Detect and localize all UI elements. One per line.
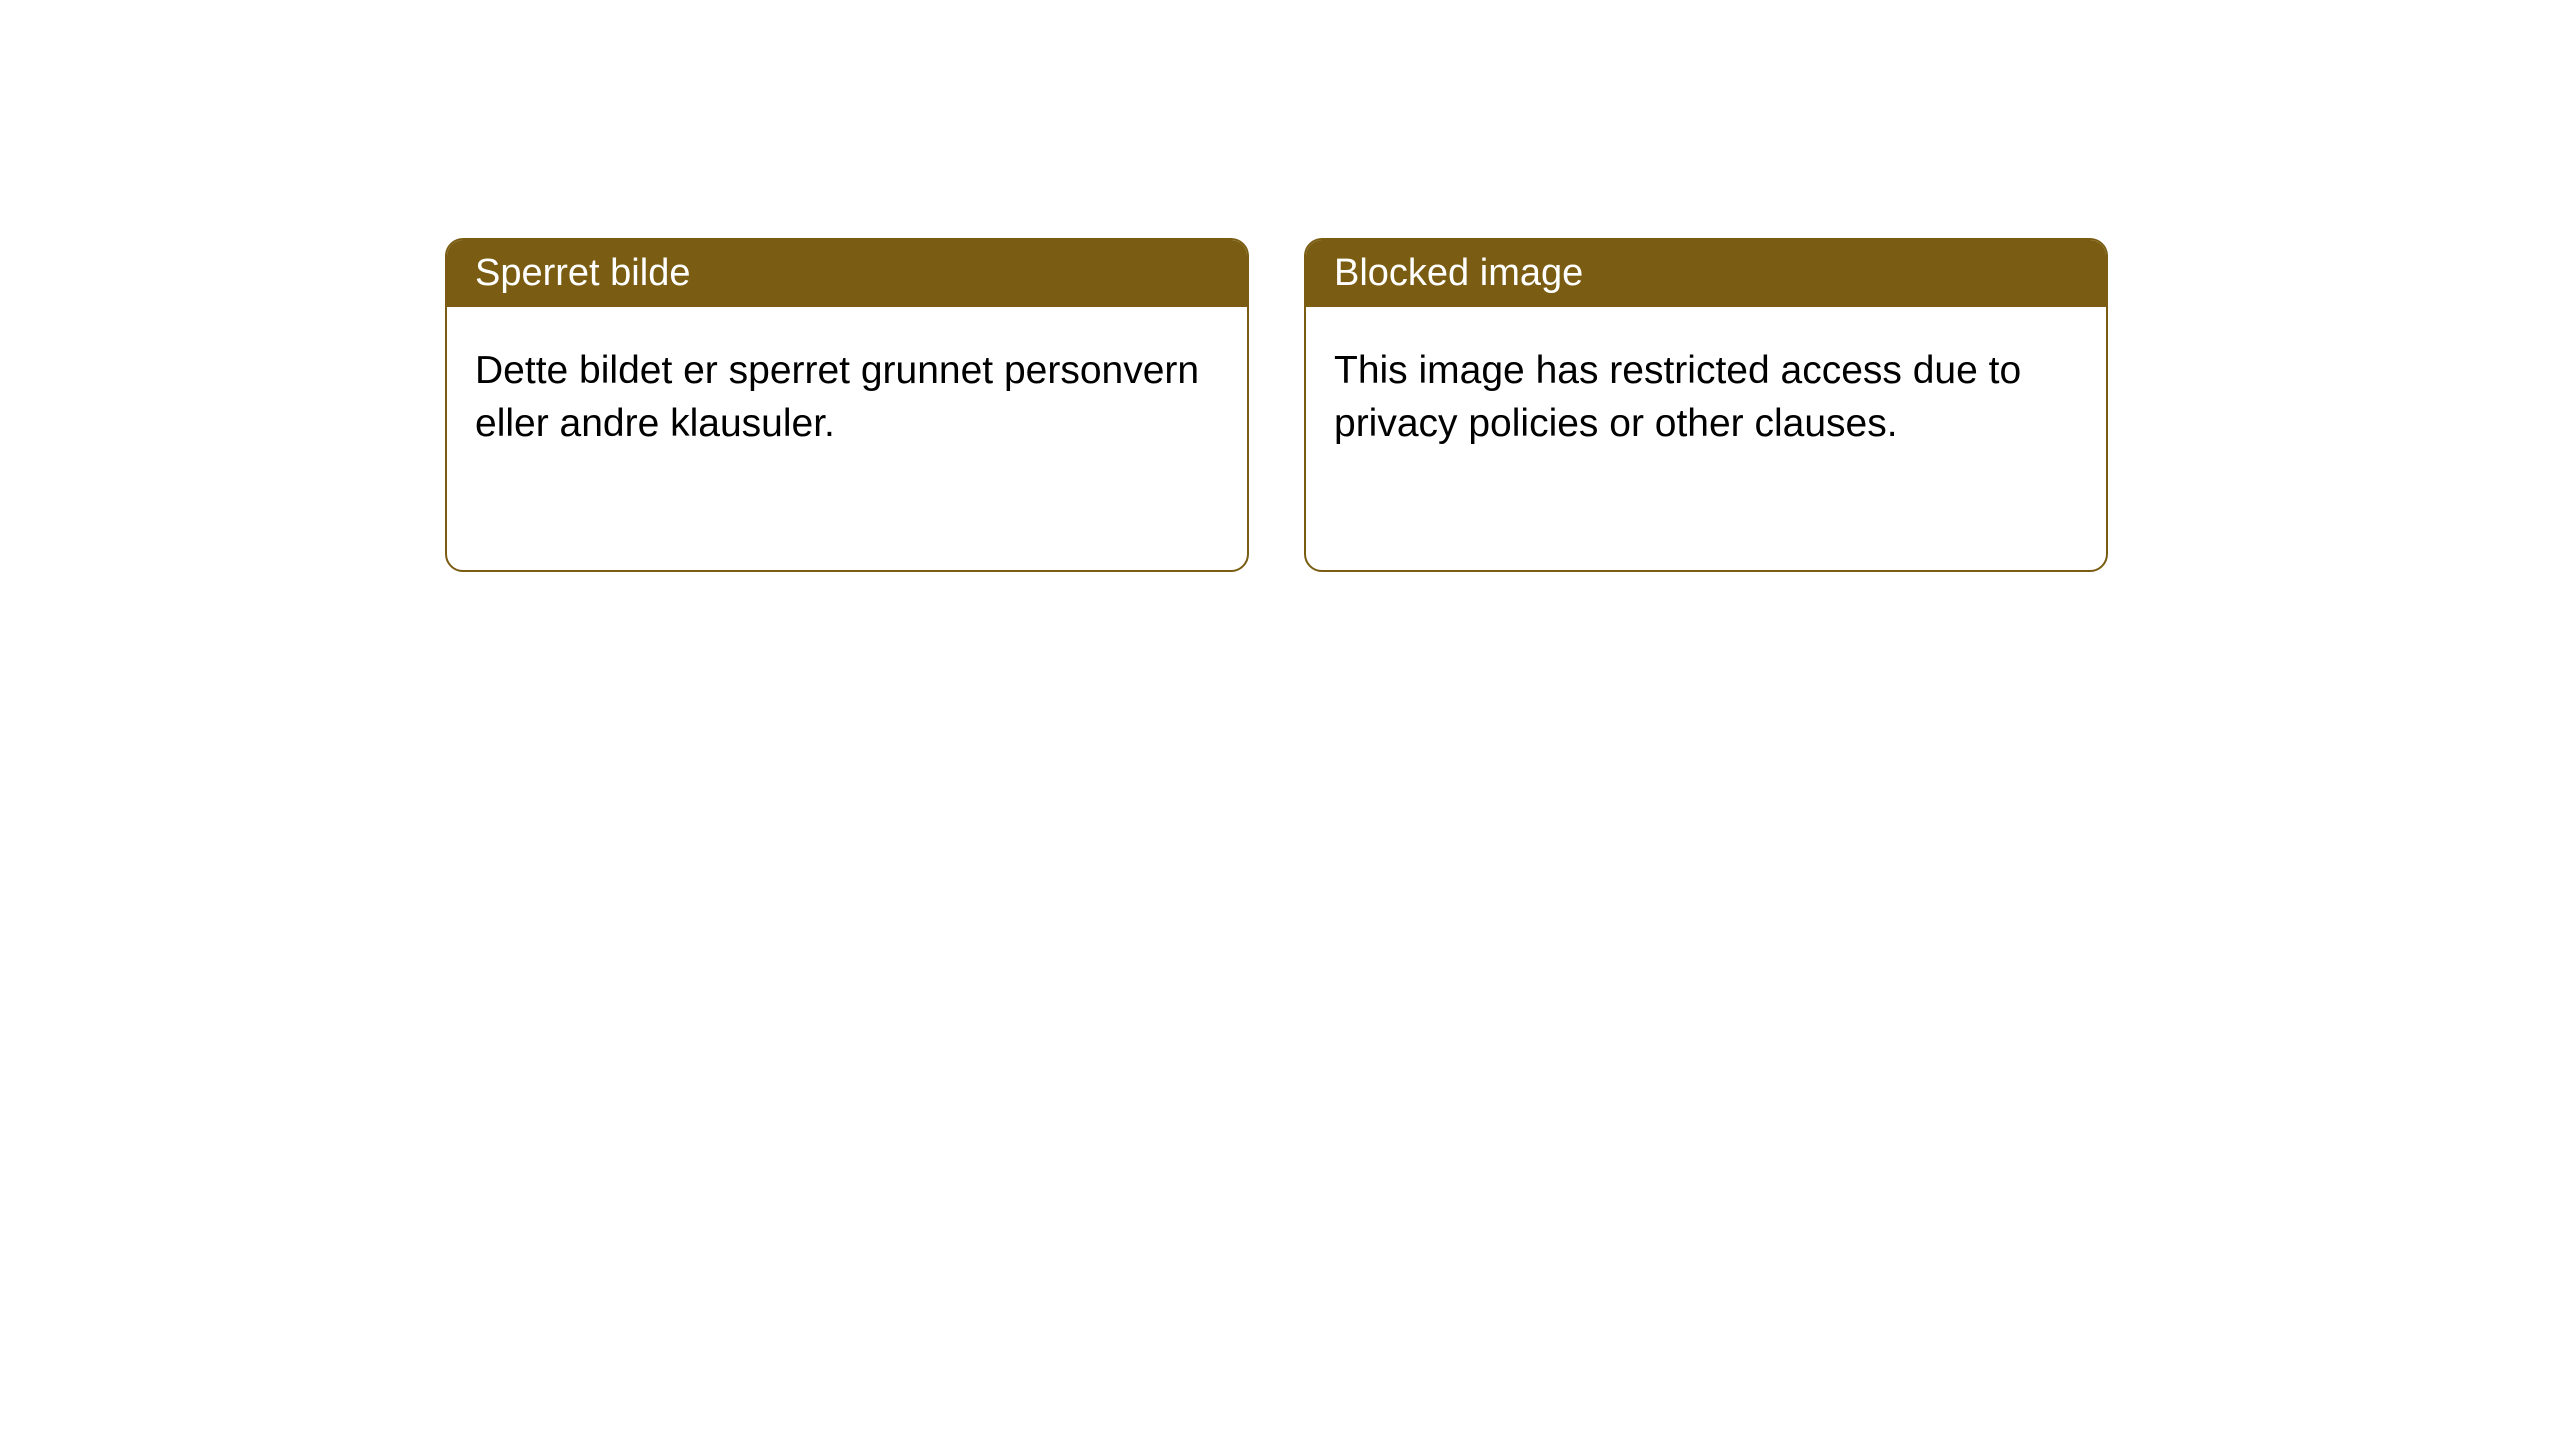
card-header: Blocked image xyxy=(1306,240,2106,307)
blocked-image-card-no: Sperret bilde Dette bildet er sperret gr… xyxy=(445,238,1249,572)
card-title: Blocked image xyxy=(1334,252,1583,294)
card-body-text: Dette bildet er sperret grunnet personve… xyxy=(475,349,1199,445)
cards-container: Sperret bilde Dette bildet er sperret gr… xyxy=(0,0,2560,572)
blocked-image-card-en: Blocked image This image has restricted … xyxy=(1304,238,2108,572)
card-body: This image has restricted access due to … xyxy=(1306,307,2106,488)
card-title: Sperret bilde xyxy=(475,252,690,294)
card-header: Sperret bilde xyxy=(447,240,1247,307)
card-body: Dette bildet er sperret grunnet personve… xyxy=(447,307,1247,488)
card-body-text: This image has restricted access due to … xyxy=(1334,349,2021,445)
